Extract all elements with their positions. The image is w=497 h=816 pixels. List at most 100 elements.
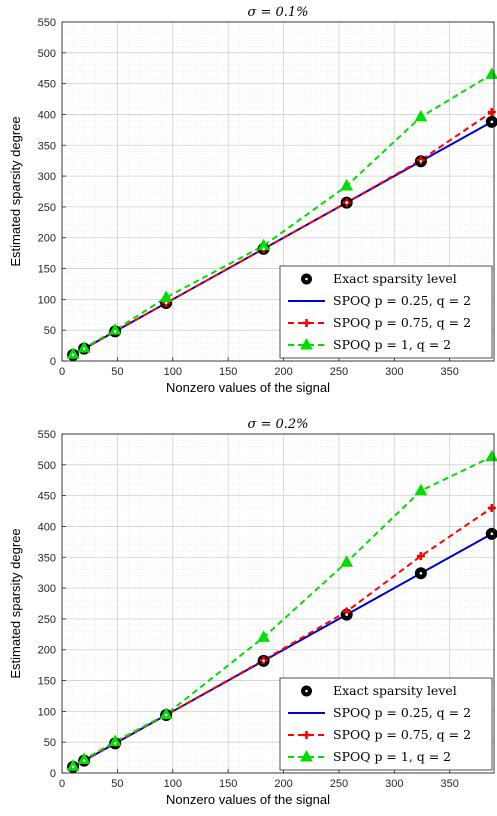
x-tick-label: 50 bbox=[111, 778, 123, 790]
data-point-s3-3 bbox=[159, 290, 173, 303]
data-point-center-6 bbox=[419, 159, 423, 163]
data-point-center-0 bbox=[71, 765, 75, 769]
data-point-s3-4 bbox=[257, 630, 270, 642]
data-point-center-6 bbox=[419, 571, 423, 575]
data-point-center-0 bbox=[71, 353, 75, 357]
series-line-2 bbox=[72, 507, 493, 768]
y-axis-label: Estimated sparsity degree bbox=[8, 116, 23, 266]
legend-label-1: SPOQ p = 0.25, q = 2 bbox=[333, 705, 471, 720]
x-tick-label: 350 bbox=[441, 366, 459, 378]
series-line-2 bbox=[72, 111, 493, 356]
y-tick-label: 400 bbox=[38, 521, 56, 533]
y-tick-label: 250 bbox=[38, 614, 56, 626]
data-point-s2-7 bbox=[487, 107, 496, 116]
data-point-s3-2 bbox=[108, 734, 122, 747]
legend-marker-center-0 bbox=[305, 689, 308, 693]
x-tick-label: 100 bbox=[164, 778, 182, 790]
y-tick-label: 250 bbox=[38, 202, 56, 214]
x-tick-label: 250 bbox=[330, 366, 348, 378]
legend-marker-2 bbox=[302, 731, 311, 739]
x-tick-label: 150 bbox=[219, 366, 237, 378]
y-tick-label: 150 bbox=[38, 264, 56, 276]
data-point-center-7 bbox=[490, 120, 494, 124]
data-point-s2-7 bbox=[487, 503, 496, 512]
legend-box bbox=[279, 265, 493, 359]
x-tick-label: 0 bbox=[59, 366, 65, 378]
legend-label-0: Exact sparsity level bbox=[333, 271, 457, 286]
data-point-s3-2 bbox=[108, 323, 122, 335]
legend-marker-2 bbox=[302, 319, 311, 327]
y-tick-label: 300 bbox=[38, 171, 56, 183]
data-point-s3-6 bbox=[414, 483, 428, 496]
legend: Exact sparsity level SPOQ p = 0.25, q = 2… bbox=[279, 677, 493, 771]
series-line-3 bbox=[72, 73, 493, 356]
legend-marker-3 bbox=[300, 749, 313, 762]
x-tick-label: 350 bbox=[441, 778, 459, 790]
y-tick-label: 100 bbox=[38, 706, 56, 718]
y-tick-label: 200 bbox=[38, 645, 56, 657]
data-point-center-2 bbox=[113, 742, 117, 745]
y-tick-label: 100 bbox=[38, 294, 56, 306]
data-point-center-4 bbox=[262, 659, 265, 663]
chart-panel-2: 0 50 100 150 200 250 300 350 0 50 100 150 200 250 300 3… bbox=[8, 417, 497, 807]
y-tick-label: 500 bbox=[38, 460, 56, 472]
x-tick-label: 300 bbox=[385, 366, 403, 378]
y-tick-label: 550 bbox=[38, 17, 56, 29]
data-point-center-3 bbox=[164, 713, 168, 717]
data-point-s3-1 bbox=[77, 341, 91, 353]
data-point-s3-3 bbox=[159, 707, 173, 719]
x-tick-label: 200 bbox=[274, 778, 292, 790]
legend: Exact sparsity level SPOQ p = 0.25, q = 2… bbox=[279, 265, 493, 359]
legend-label-2: SPOQ p = 0.75, q = 2 bbox=[333, 727, 471, 742]
axes-box bbox=[61, 433, 495, 774]
legend-label-3: SPOQ p = 1, q = 2 bbox=[333, 749, 451, 764]
y-tick-label: 50 bbox=[44, 737, 56, 749]
data-point-center-5 bbox=[345, 201, 348, 204]
y-tick-label: 550 bbox=[38, 429, 56, 441]
legend-marker-center-0 bbox=[305, 277, 308, 281]
x-tick-label: 100 bbox=[164, 366, 182, 378]
y-tick-label: 450 bbox=[38, 491, 56, 503]
y-tick-label: 0 bbox=[50, 356, 56, 368]
axes-box bbox=[61, 21, 495, 362]
x-tick-label: 300 bbox=[385, 778, 403, 790]
x-axis-label: Nonzero values of the signal bbox=[166, 792, 330, 807]
x-tick-label: 150 bbox=[219, 778, 237, 790]
data-point-s3-5 bbox=[340, 555, 354, 567]
data-point-center-2 bbox=[113, 330, 117, 333]
legend-label-3: SPOQ p = 1, q = 2 bbox=[333, 337, 451, 352]
y-tick-label: 350 bbox=[38, 552, 56, 564]
y-tick-label: 150 bbox=[38, 676, 56, 688]
x-axis-label: Nonzero values of the signal bbox=[166, 380, 330, 395]
y-axis-label: Estimated sparsity degree bbox=[8, 528, 23, 678]
legend-label-2: SPOQ p = 0.75, q = 2 bbox=[333, 315, 471, 330]
legend-label-0: Exact sparsity level bbox=[333, 683, 457, 698]
data-point-center-4 bbox=[262, 247, 265, 251]
y-tick-label: 450 bbox=[38, 79, 56, 91]
data-point-center-1 bbox=[82, 759, 86, 762]
y-tick-label: 0 bbox=[50, 768, 56, 780]
legend-marker-3 bbox=[300, 337, 313, 350]
y-tick-label: 50 bbox=[44, 325, 56, 337]
y-tick-label: 350 bbox=[38, 140, 56, 152]
data-point-s3-0 bbox=[66, 759, 80, 771]
data-point-s3-1 bbox=[77, 752, 91, 764]
x-tick-label: 0 bbox=[59, 778, 65, 790]
data-point-s3-5 bbox=[340, 178, 354, 191]
data-point-center-5 bbox=[345, 613, 348, 616]
y-tick-label: 300 bbox=[38, 583, 56, 595]
legend-label-1: SPOQ p = 0.25, q = 2 bbox=[333, 293, 471, 308]
chart-title: σ = 0.2% bbox=[247, 417, 308, 432]
x-tick-label: 50 bbox=[111, 366, 123, 378]
y-tick-label: 400 bbox=[38, 109, 56, 121]
x-tick-label: 250 bbox=[330, 778, 348, 790]
x-tick-label: 200 bbox=[274, 366, 292, 378]
data-point-center-1 bbox=[82, 347, 86, 350]
chart-title: σ = 0.1% bbox=[247, 5, 308, 20]
data-point-s3-0 bbox=[66, 347, 80, 359]
chart-panel-1: 0 50 100 150 200 250 300 350 0 50 100 150 200 250 300 3… bbox=[8, 5, 497, 395]
data-point-s2-6 bbox=[416, 552, 425, 561]
data-point-center-3 bbox=[164, 301, 168, 305]
legend-box bbox=[279, 677, 493, 771]
